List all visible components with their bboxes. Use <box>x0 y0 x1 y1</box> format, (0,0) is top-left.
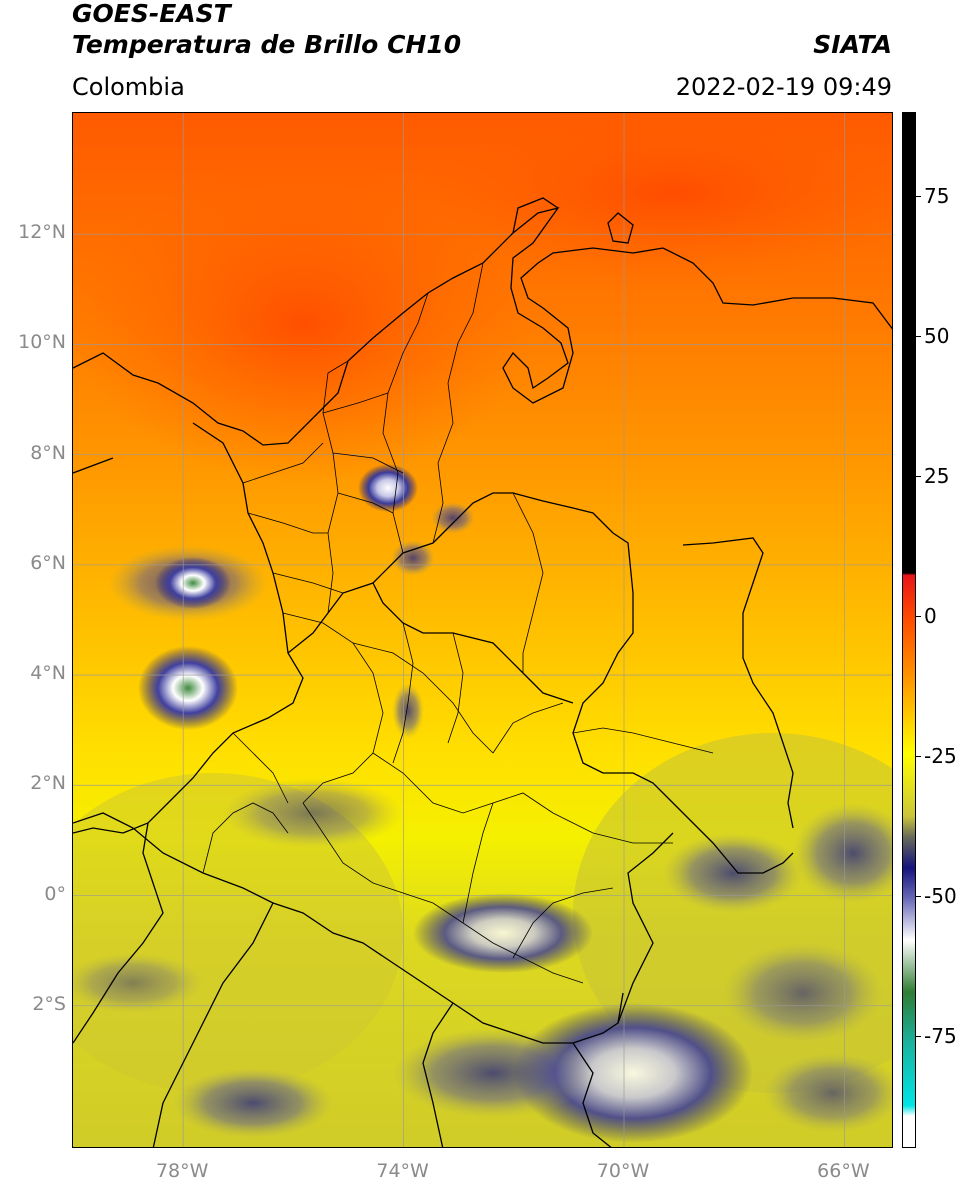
colorbar-tick <box>916 1036 921 1037</box>
satellite-map[interactable] <box>72 112 893 1148</box>
colorbar-tick <box>916 336 921 337</box>
region-label: Colombia <box>72 73 185 101</box>
lon-label: 74°W <box>376 1160 429 1182</box>
colorbar-tick <box>916 756 921 757</box>
satellite-title: GOES-EAST <box>72 0 231 28</box>
brand-label: SIATA <box>813 30 892 59</box>
lat-label: 6°N <box>30 551 66 574</box>
lon-label: 78°W <box>155 1160 209 1182</box>
lat-label: 8°N <box>30 441 66 464</box>
colorbar <box>902 112 916 1148</box>
colorbar-tick-label: -75 <box>924 1024 957 1048</box>
colorbar-tick-label: 0 <box>924 604 937 628</box>
lat-label: 0° <box>44 882 66 905</box>
colorbar-tick <box>916 476 921 477</box>
lat-label: 2°N <box>30 772 66 795</box>
lat-label: 10°N <box>18 331 66 354</box>
colorbar-tick <box>916 196 921 197</box>
colorbar-tick <box>916 896 921 897</box>
lon-label: 66°W <box>817 1160 870 1182</box>
colorbar-tick-label: 50 <box>924 324 950 348</box>
graticule <box>73 113 892 1147</box>
datetime-label: 2022-02-19 09:49 <box>675 73 892 101</box>
lat-label: 4°N <box>30 662 66 685</box>
colorbar-tick-label: 25 <box>924 464 950 488</box>
lon-label: 70°W <box>596 1160 650 1182</box>
colorbar-tick-label: 75 <box>924 184 950 208</box>
colorbar-tick-label: -25 <box>924 744 957 768</box>
colorbar-tick-label: -50 <box>924 884 957 908</box>
department-borders <box>202 262 714 984</box>
lat-label: 12°N <box>18 221 66 244</box>
colorbar-tick <box>916 616 921 617</box>
product-title: Temperatura de Brillo CH10 <box>72 30 462 59</box>
lat-label: 2°S <box>32 992 66 1015</box>
